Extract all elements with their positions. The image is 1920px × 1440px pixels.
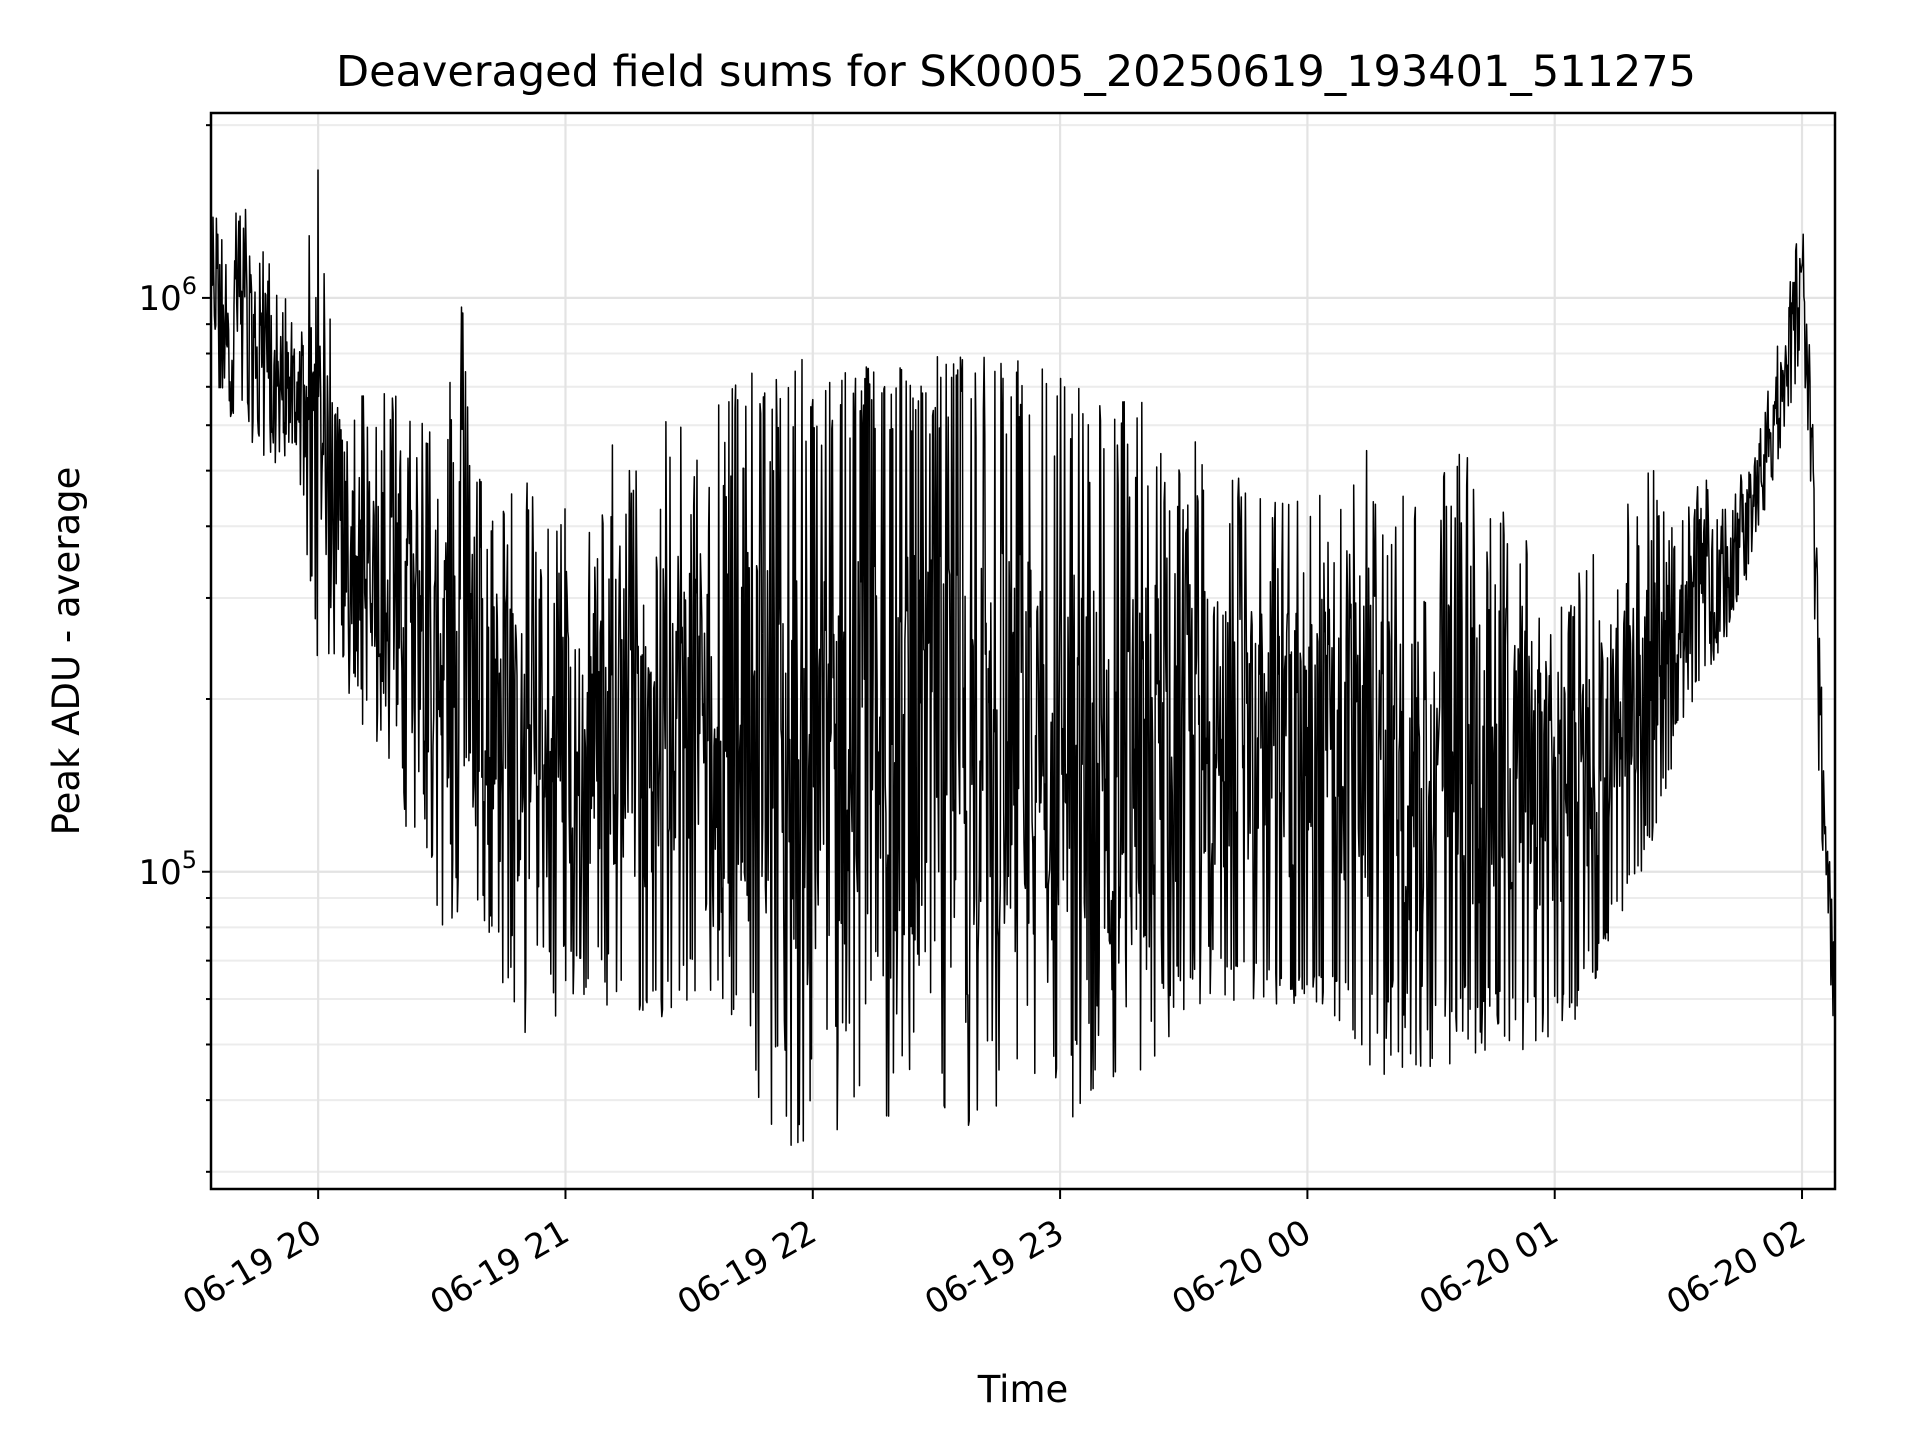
- chart-title: Deaveraged field sums for SK0005_2025061…: [336, 47, 1696, 97]
- series-line: [211, 169, 1835, 1147]
- x-axis-label: Time: [977, 1368, 1069, 1411]
- plot-area: [211, 169, 1835, 1147]
- plot-frame: [209, 111, 1837, 1191]
- y-axis-label: Peak ADU - average: [45, 467, 88, 836]
